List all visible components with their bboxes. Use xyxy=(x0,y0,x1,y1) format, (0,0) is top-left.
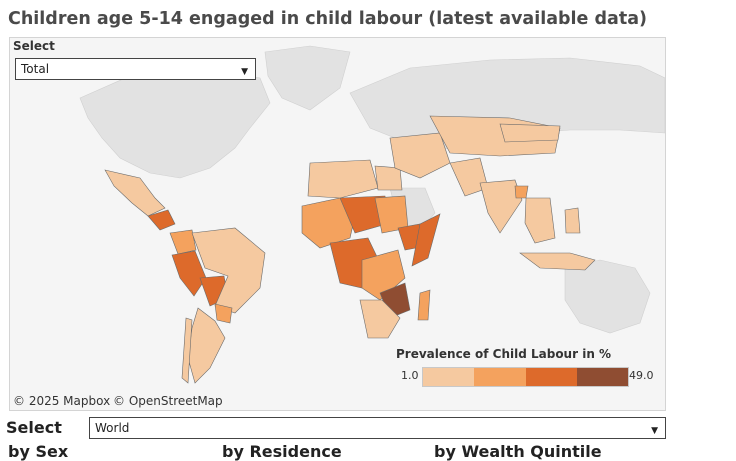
chevron-down-icon[interactable]: ▼ xyxy=(241,67,248,77)
country-madagascar xyxy=(417,289,431,321)
by-wealth-quintile-heading: by Wealth Quintile xyxy=(434,442,602,461)
category-dropdown[interactable]: Total ▼ xyxy=(15,58,256,80)
country-somalia xyxy=(411,213,441,267)
country-central-america xyxy=(147,209,176,231)
filter-label: Select xyxy=(13,39,55,53)
chevron-down-icon[interactable]: ▼ xyxy=(651,426,658,436)
legend-swatch-3 xyxy=(525,368,577,386)
country-india xyxy=(479,179,523,234)
by-residence-heading: by Residence xyxy=(222,442,342,461)
world-map[interactable] xyxy=(10,38,665,410)
legend-min: 1.0 xyxy=(401,369,419,382)
legend-color-scale xyxy=(422,367,629,387)
country-egypt xyxy=(374,165,403,191)
north-america-land xyxy=(79,67,271,179)
country-peru xyxy=(171,250,207,297)
greenland-land xyxy=(264,45,351,111)
mapbox-attribution-link[interactable]: © 2025 Mapbox xyxy=(13,394,111,408)
legend-max: 49.0 xyxy=(629,369,654,382)
category-dropdown-value: Total xyxy=(21,62,50,76)
region-dropdown[interactable]: World ▼ xyxy=(89,417,666,439)
country-mongolia xyxy=(499,123,561,143)
country-chile xyxy=(181,317,193,384)
country-bangladesh xyxy=(514,185,529,199)
no-data-land xyxy=(79,45,665,334)
country-middle-east xyxy=(389,132,451,179)
country-north-africa xyxy=(307,159,379,199)
osm-attribution-link[interactable]: © OpenStreetMap xyxy=(113,394,223,408)
australia-land xyxy=(564,259,651,334)
country-southern-africa xyxy=(359,299,401,339)
legend-title: Prevalence of Child Labour in % xyxy=(396,347,612,361)
country-brazil xyxy=(191,227,266,314)
region-dropdown-value: World xyxy=(95,421,130,435)
country-indonesia xyxy=(519,252,596,271)
region-filter-label: Select xyxy=(6,418,62,437)
country-paraguay xyxy=(214,303,233,324)
map[interactable] xyxy=(9,37,666,411)
legend-swatch-1 xyxy=(423,368,475,386)
country-colombia xyxy=(169,229,197,255)
country-philippines xyxy=(564,207,581,234)
countries-with-data xyxy=(104,115,596,384)
legend-swatch-2 xyxy=(474,368,526,386)
legend-swatch-4 xyxy=(576,368,628,386)
by-sex-heading: by Sex xyxy=(8,442,69,461)
country-southeast-asia xyxy=(524,197,556,244)
page-title: Children age 5-14 engaged in child labou… xyxy=(8,9,648,29)
country-mexico xyxy=(104,169,166,217)
